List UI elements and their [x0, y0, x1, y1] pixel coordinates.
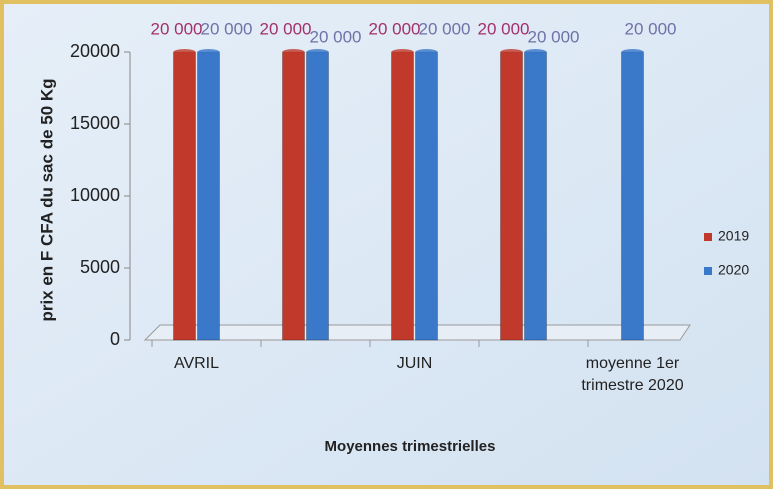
x-tick-label: moyenne 1er trimestre 2020	[581, 355, 683, 394]
data-label: 20 000	[625, 19, 677, 38]
bar-top	[173, 49, 196, 55]
bar-top	[306, 49, 329, 55]
data-label: 20 000	[201, 19, 253, 38]
bar-top	[500, 49, 523, 55]
legend-label: 2020	[718, 262, 749, 278]
data-label: 20 000	[310, 27, 362, 46]
legend-swatch	[704, 233, 712, 241]
x-tick-label: JUIN	[397, 355, 433, 372]
data-label: 20 000	[369, 19, 421, 38]
x-tick-label: AVRIL	[174, 355, 219, 372]
bar	[524, 51, 547, 341]
bar-top	[282, 49, 305, 55]
x-axis-title: Moyennes trimestrielles	[325, 438, 496, 455]
bar-top	[524, 49, 547, 55]
y-tick-label: 5000	[80, 257, 120, 277]
data-label: 20 000	[478, 19, 530, 38]
bar	[282, 51, 305, 341]
legend-swatch	[704, 267, 712, 275]
y-tick-label: 0	[110, 329, 120, 349]
bar-top	[621, 49, 644, 55]
data-label: 20 000	[528, 27, 580, 46]
bar-top	[197, 49, 220, 55]
bar	[391, 51, 414, 341]
data-label: 20 000	[151, 19, 203, 38]
y-tick-label: 20000	[70, 41, 120, 61]
bar	[415, 51, 438, 341]
bar-top	[391, 49, 414, 55]
legend-label: 2019	[718, 228, 749, 244]
y-tick-label: 15000	[70, 113, 120, 133]
data-label: 20 000	[260, 19, 312, 38]
bar	[197, 51, 220, 341]
bar	[500, 51, 523, 341]
bar	[306, 51, 329, 341]
data-label: 20 000	[419, 19, 471, 38]
bar-top	[415, 49, 438, 55]
bar	[173, 51, 196, 341]
y-axis-title: prix en F CFA du sac de 50 Kg	[37, 78, 56, 321]
y-tick-label: 10000	[70, 185, 120, 205]
bar	[621, 51, 644, 341]
